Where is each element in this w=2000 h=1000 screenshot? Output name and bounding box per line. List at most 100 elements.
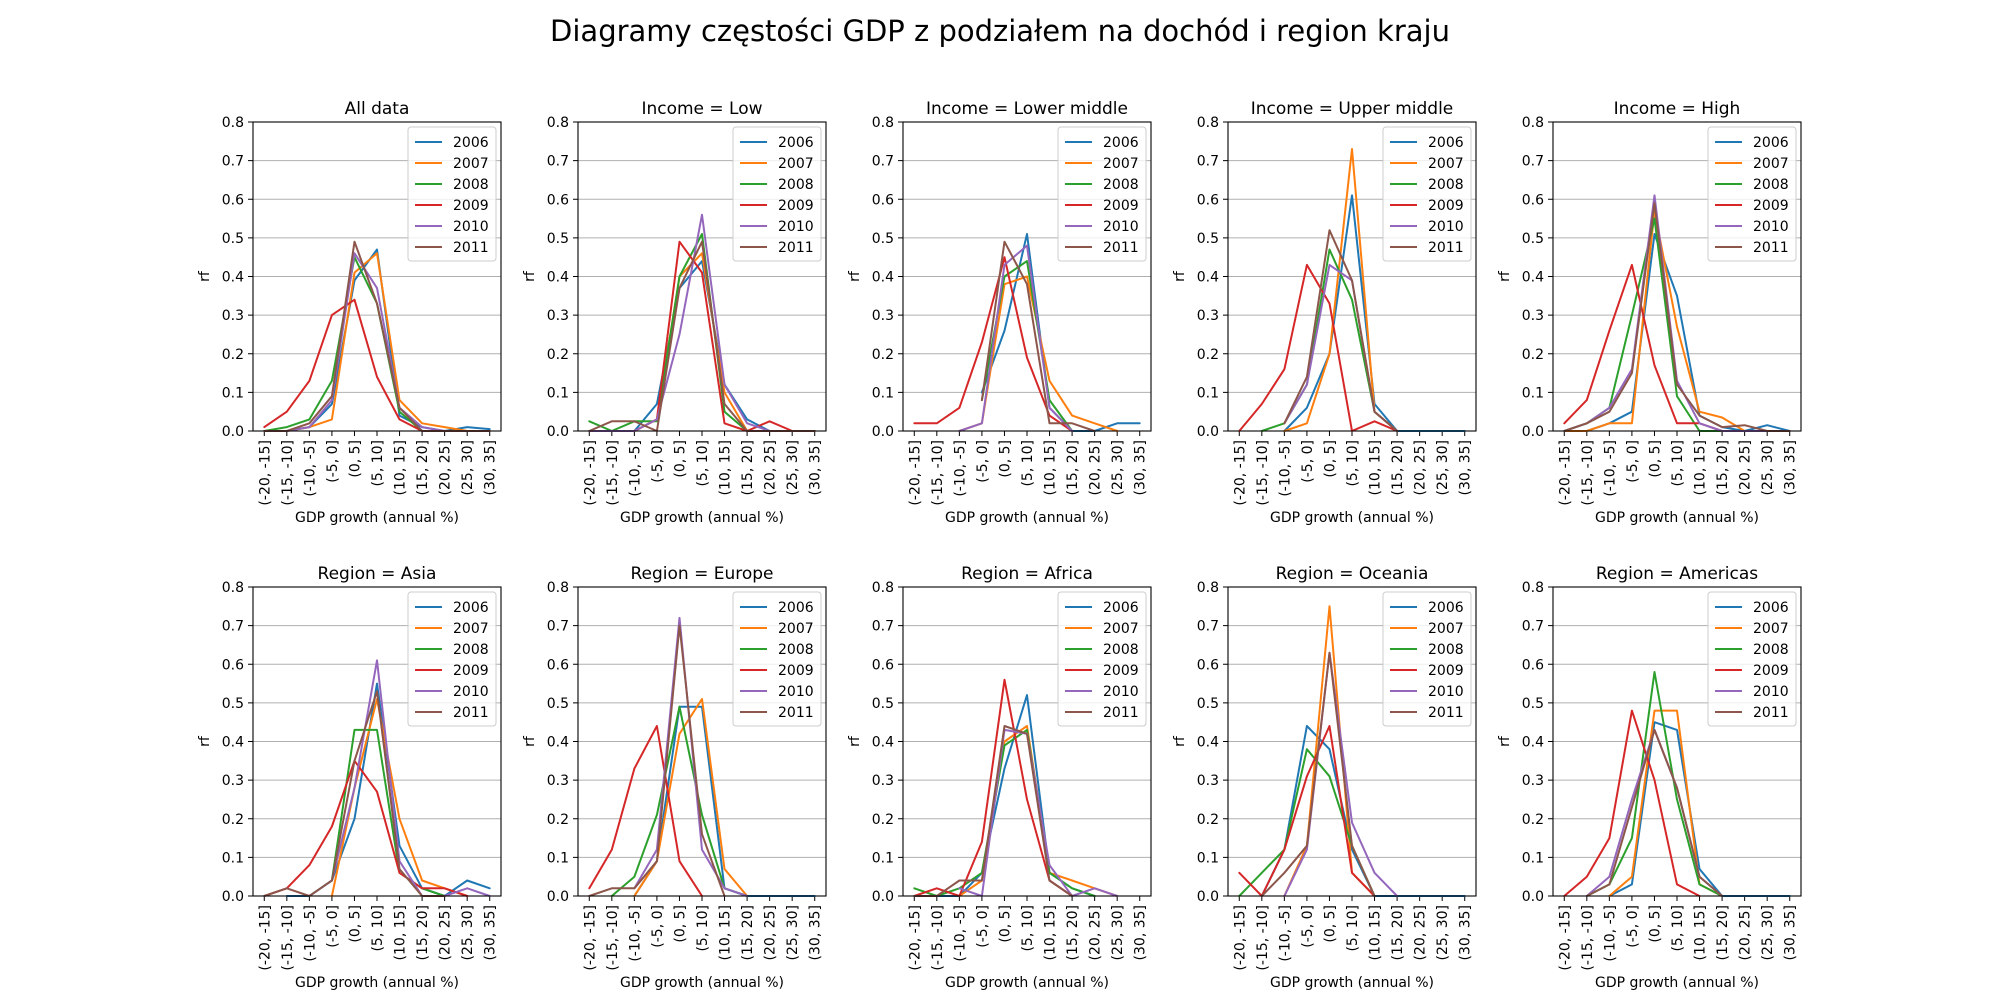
legend-label: 2011: [1753, 705, 1789, 721]
x-axis-label: GDP growth (annual %): [1595, 510, 1759, 526]
legend-label: 2010: [778, 684, 814, 700]
y-tick-label: 0.5: [222, 231, 244, 247]
y-axis-label: rf: [197, 735, 213, 747]
x-tick-label: (10, 15]: [1693, 440, 1709, 495]
x-tick-label: (25, 30]: [460, 905, 476, 960]
x-axis-label: GDP growth (annual %): [620, 975, 784, 991]
x-tick-label: (-10, -5]: [1602, 440, 1618, 497]
x-tick-label: (15, 20]: [1390, 440, 1406, 495]
x-axis-label: GDP growth (annual %): [1270, 975, 1434, 991]
y-tick-label: 0.6: [1522, 192, 1544, 208]
x-tick-label: (30, 35]: [1133, 440, 1149, 495]
x-tick-label: (10, 15]: [1368, 905, 1384, 960]
y-tick-label: 0.6: [1197, 657, 1219, 673]
series-line-2011: [588, 624, 726, 897]
legend-box: [1707, 591, 1797, 727]
legend: 2006 2007 2008 2009 2010 2011: [732, 591, 822, 727]
subplot-title: Income = High: [1614, 99, 1741, 119]
x-tick-label: (0, 5]: [1647, 440, 1663, 478]
axes-frame: [1552, 121, 1802, 432]
legend-label: 2010: [1103, 684, 1139, 700]
x-tick-label: (0, 5]: [997, 905, 1013, 943]
x-tick-label: (-20, -15]: [1232, 440, 1248, 506]
x-tick-label: (0, 5]: [347, 905, 363, 943]
series-line-2006: [1563, 233, 1791, 432]
series-line-2009: [588, 240, 816, 432]
legend-label: 2009: [453, 198, 489, 214]
legend-label: 2006: [778, 600, 814, 616]
x-tick-label: (0, 5]: [1647, 905, 1663, 943]
legend-label: 2006: [1103, 600, 1139, 616]
y-tick-label: 0.3: [872, 308, 894, 324]
legend-label: 2011: [778, 240, 814, 256]
legend-label: 2008: [778, 177, 814, 193]
y-tick-label: 0.2: [547, 347, 569, 363]
x-tick-label: (5, 10]: [695, 905, 711, 952]
legend-box: [1057, 591, 1147, 727]
x-tick-label: (-20, -15]: [1557, 905, 1573, 971]
series-line-2009: [1238, 263, 1399, 432]
y-tick-label: 0.5: [547, 231, 569, 247]
x-tick-label: (30, 35]: [1458, 440, 1474, 495]
x-tick-label: (25, 30]: [1435, 440, 1451, 495]
legend-label: 2007: [1753, 621, 1789, 637]
y-tick-label: 0.0: [222, 889, 244, 905]
x-axis-label: GDP growth (annual %): [945, 510, 1109, 526]
y-tick-label: 0.3: [547, 773, 569, 789]
x-tick-label: (-10, -5]: [952, 440, 968, 497]
x-tick-label: (10, 15]: [1043, 440, 1059, 495]
legend: 2006 2007 2008 2009 2010 2011: [1057, 591, 1147, 727]
x-tick-label: (5, 10]: [370, 440, 386, 487]
legend-label: 2006: [453, 600, 489, 616]
legend-label: 2011: [1428, 240, 1464, 256]
y-tick-label: 0.8: [547, 580, 569, 596]
legend-label: 2007: [1428, 156, 1464, 172]
series-line-2010: [958, 728, 1119, 897]
subplot-6: Region = Asia 0.0 0.1 0.2 0.3 0.4 0.5 0.6 0.7 0.8…: [197, 564, 502, 991]
series-line-2011: [263, 690, 446, 897]
y-tick-label: 0.6: [1197, 192, 1219, 208]
x-tick-label: (20, 25]: [1413, 905, 1429, 960]
y-tick-label: 0.3: [1197, 308, 1219, 324]
y-tick-label: 0.4: [1522, 735, 1544, 751]
axes-frame: [1552, 586, 1802, 897]
x-tick-label: (-15, -10]: [280, 440, 296, 506]
y-tick-label: 0.1: [872, 385, 894, 401]
legend: 2006 2007 2008 2009 2010 2011: [407, 591, 497, 727]
x-tick-label: (25, 30]: [460, 440, 476, 495]
y-tick-label: 0.0: [547, 424, 569, 440]
axes-frame: [1227, 121, 1477, 432]
legend-label: 2009: [453, 663, 489, 679]
subplot-9: Region = Oceania 0.0 0.1 0.2 0.3 0.4 0.5 0.6 0.7…: [1172, 564, 1477, 991]
legend: 2006 2007 2008 2009 2010 2011: [1382, 126, 1472, 262]
x-tick-label: (-15, -10]: [930, 440, 946, 506]
y-tick-label: 0.4: [872, 735, 894, 751]
legend-label: 2006: [1428, 135, 1464, 151]
y-tick-label: 0.0: [1522, 424, 1544, 440]
y-tick-label: 0.5: [872, 231, 894, 247]
y-tick-label: 0.6: [1522, 657, 1544, 673]
y-tick-label: 0.7: [1522, 619, 1544, 635]
y-tick-label: 0.2: [547, 812, 569, 828]
y-tick-label: 0.1: [872, 850, 894, 866]
series-line-2010: [330, 659, 491, 897]
subplot-4: Income = Upper middle 0.0 0.1 0.2 0.3 0.4 0.5 0…: [1172, 99, 1477, 526]
y-tick-label: 0.7: [872, 619, 894, 635]
x-tick-label: (20, 25]: [763, 440, 779, 495]
x-tick-label: (-10, -5]: [627, 440, 643, 497]
legend: 2006 2007 2008 2009 2010 2011: [1707, 591, 1797, 727]
legend-label: 2009: [1103, 198, 1139, 214]
legend-box: [1707, 126, 1797, 262]
y-tick-label: 0.3: [872, 773, 894, 789]
y-tick-label: 0.0: [222, 424, 244, 440]
y-tick-label: 0.4: [1197, 270, 1219, 286]
subplot-title: Region = Europe: [630, 564, 773, 584]
x-tick-label: (-5, 0]: [1300, 905, 1316, 948]
y-tick-label: 0.5: [872, 696, 894, 712]
y-tick-label: 0.7: [547, 619, 569, 635]
x-axis-label: GDP growth (annual %): [1595, 975, 1759, 991]
y-tick-label: 0.2: [872, 812, 894, 828]
y-tick-label: 0.7: [1197, 154, 1219, 170]
y-axis-label: rf: [1497, 270, 1513, 282]
subplot-10: Region = Americas 0.0 0.1 0.2 0.3 0.4 0.5 0.6 0.…: [1497, 564, 1802, 991]
